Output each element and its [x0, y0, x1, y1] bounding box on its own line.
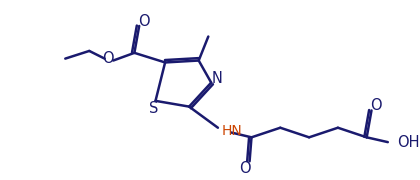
Text: O: O [370, 98, 382, 113]
Text: S: S [149, 101, 158, 116]
Text: O: O [138, 14, 150, 29]
Text: HN: HN [222, 124, 242, 138]
Text: OH: OH [397, 135, 420, 150]
Text: N: N [212, 71, 222, 86]
Text: O: O [239, 161, 251, 176]
Text: O: O [102, 51, 113, 66]
